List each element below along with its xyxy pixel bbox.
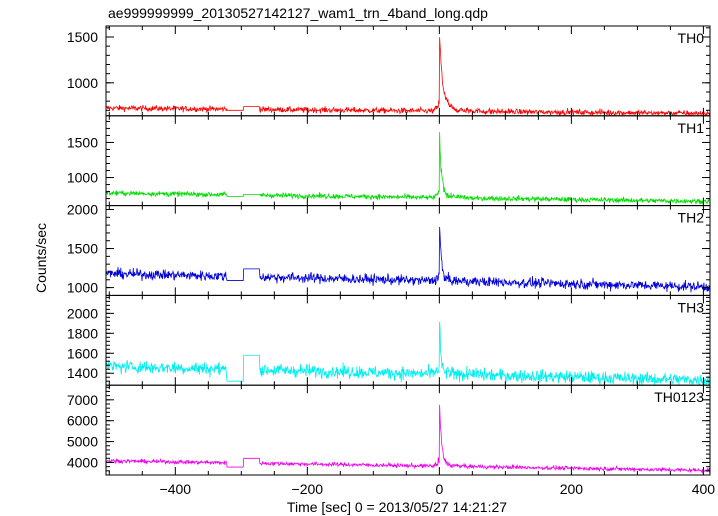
y-axis-label: Counts/sec bbox=[33, 223, 49, 293]
panel-label: TH1 bbox=[678, 120, 705, 136]
panel-label: TH0 bbox=[678, 30, 705, 46]
x-tick-label: 0 bbox=[435, 481, 443, 497]
x-tick-label: −400 bbox=[160, 481, 192, 497]
y-tick-label: 1000 bbox=[67, 170, 98, 186]
x-tick-label: 200 bbox=[560, 481, 584, 497]
y-tick-label: 5000 bbox=[67, 434, 98, 450]
panel-th0123: TH0123 4000 5000 6000 7000 bbox=[67, 384, 711, 476]
panel-th1: TH1 1000 1500 bbox=[67, 115, 711, 207]
y-tick-label: 6000 bbox=[67, 413, 98, 429]
series-line-th0123 bbox=[106, 404, 710, 474]
panel-th2: TH2 1000 1500 2000 bbox=[67, 202, 711, 296]
x-axis-label: Time [sec] 0 = 2013/05/27 14:21:27 bbox=[287, 499, 507, 515]
x-tick-labels: −400 −200 0 200 400 bbox=[160, 481, 716, 497]
y-tick-label: 2000 bbox=[67, 305, 98, 321]
panel-th3: TH3 1400 1600 1800 2000 bbox=[67, 294, 711, 386]
panel-th0: TH0 1000 1500 bbox=[67, 25, 711, 117]
panel-label: TH0123 bbox=[654, 389, 704, 405]
y-tick-label: 2000 bbox=[67, 202, 98, 218]
y-tick-label: 1500 bbox=[67, 134, 98, 150]
series-line-th3 bbox=[106, 321, 710, 386]
y-tick-label: 1600 bbox=[67, 345, 98, 361]
y-tick-label: 1000 bbox=[67, 75, 98, 91]
panel-label: TH2 bbox=[678, 210, 705, 226]
chart-title: ae999999999_20130527142127_wam1_trn_4ban… bbox=[108, 5, 488, 21]
y-tick-label: 1400 bbox=[67, 365, 98, 381]
x-tick-label: −200 bbox=[292, 481, 324, 497]
panel-label: TH3 bbox=[678, 299, 705, 315]
panel-stack: TH010001500TH110001500TH2100015002000TH3… bbox=[67, 25, 716, 497]
panel-frame bbox=[105, 384, 711, 476]
series-line-th2 bbox=[106, 227, 710, 293]
y-tick-label: 1000 bbox=[67, 280, 98, 296]
y-tick-label: 7000 bbox=[67, 392, 98, 408]
panel-frame bbox=[105, 25, 711, 117]
y-tick-label: 1800 bbox=[67, 325, 98, 341]
x-tick-label: 400 bbox=[692, 481, 716, 497]
series-line-th1 bbox=[106, 132, 710, 205]
series-line-th0 bbox=[106, 37, 710, 116]
y-tick-label: 1500 bbox=[67, 241, 98, 257]
panel-frame bbox=[105, 115, 711, 207]
y-tick-label: 1500 bbox=[67, 29, 98, 45]
y-tick-label: 4000 bbox=[67, 454, 98, 470]
